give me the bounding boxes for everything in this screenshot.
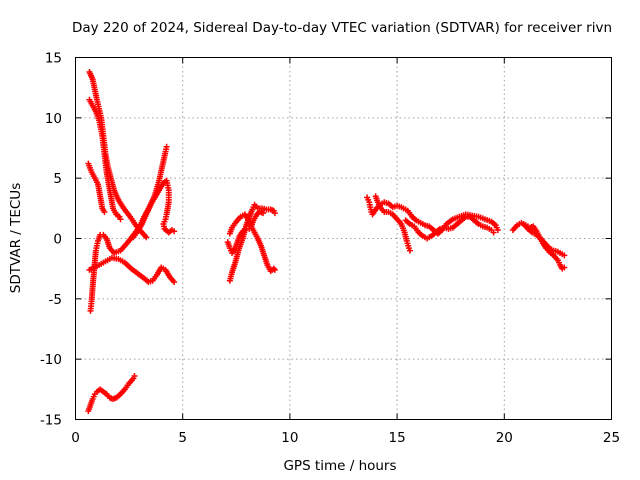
series-sat-c [85, 160, 108, 215]
chart-title: Day 220 of 2024, Sidereal Day-to-day VTE… [72, 20, 612, 36]
data-point [163, 143, 170, 150]
series-sat-h [226, 201, 278, 284]
y-tick-label: -10 [40, 352, 62, 368]
y-tick-label: 10 [45, 111, 62, 127]
y-tick-label: 5 [53, 171, 62, 187]
data-point [561, 252, 568, 259]
y-tick-labels: -15 -10 -5 0 5 10 15 [40, 51, 62, 429]
series-sat-e [86, 254, 178, 285]
series-sat-k [364, 194, 501, 237]
y-tick-label: -5 [49, 292, 62, 308]
y-tick-label: 0 [53, 232, 62, 248]
data-point [561, 264, 568, 271]
x-tick-label: 5 [178, 430, 187, 446]
x-tick-label: 25 [603, 430, 620, 446]
data-point [171, 228, 178, 235]
data-point [260, 210, 267, 217]
series-sat-o [520, 221, 568, 259]
series-sat-l [372, 193, 413, 254]
x-tick-labels: 0 5 10 15 20 25 [71, 430, 620, 446]
data-points [85, 68, 568, 415]
data-point [117, 216, 124, 223]
data-point [271, 210, 278, 217]
x-tick-label: 10 [281, 430, 298, 446]
grid-lines [75, 57, 612, 420]
series-sat-m [402, 213, 497, 242]
y-tick-label: -15 [40, 413, 62, 429]
data-point [101, 208, 108, 215]
series-sat-b [86, 96, 124, 223]
x-tick-label: 15 [389, 430, 406, 446]
series-sat-d [87, 143, 170, 314]
data-point [490, 229, 497, 236]
data-point [131, 373, 138, 380]
x-tick-label: 0 [71, 430, 80, 446]
series-sat-n [509, 219, 568, 272]
data-point [270, 265, 277, 272]
series-sat-i [224, 208, 267, 256]
data-point [406, 247, 413, 254]
x-axis-label: GPS time / hours [283, 458, 396, 474]
y-axis-label: SDTVAR / TECUs [8, 183, 24, 293]
series-sat-f [130, 177, 178, 241]
plot-frame [75, 57, 612, 420]
series-sat-g [85, 373, 138, 415]
y-tick-label: 15 [45, 51, 62, 67]
data-point [494, 227, 501, 234]
data-point [271, 266, 278, 273]
x-tick-label: 20 [496, 430, 513, 446]
data-point [171, 278, 178, 285]
series-sat-j [226, 211, 278, 275]
data-point [143, 234, 150, 241]
